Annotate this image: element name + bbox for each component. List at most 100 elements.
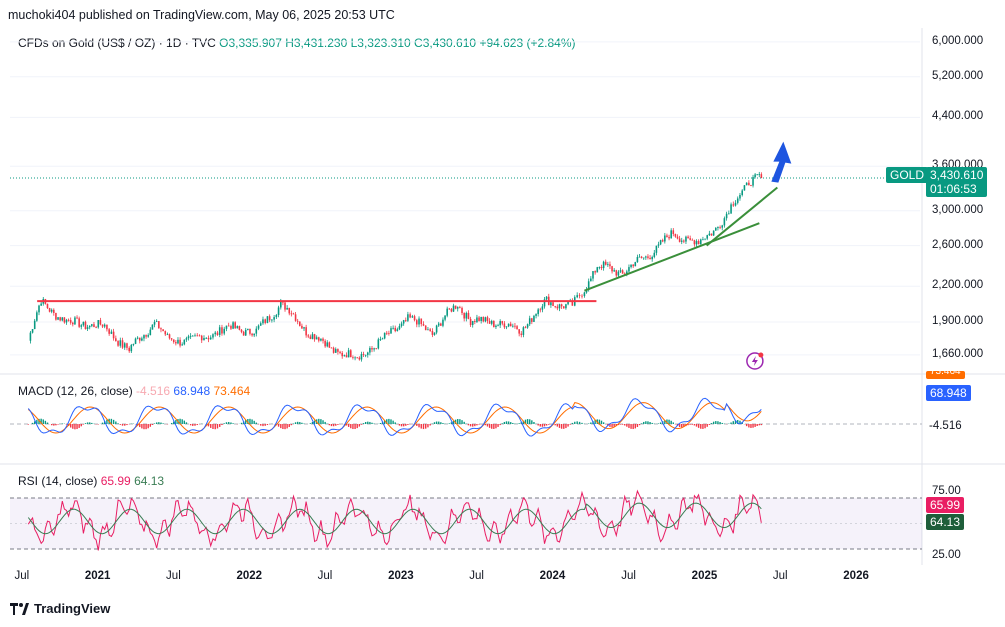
price-candle-body xyxy=(490,320,493,324)
price-candle-body xyxy=(328,342,331,348)
macd-histogram-bar xyxy=(478,424,480,425)
price-candle-body xyxy=(721,225,724,228)
macd-histogram-bar xyxy=(668,419,670,424)
macd-signal-value: 73.464 xyxy=(213,384,251,398)
macd-histogram-bar xyxy=(78,424,80,428)
macd-histogram-bar xyxy=(330,424,333,427)
macd-histogram-bar xyxy=(264,424,266,426)
price-candle-body xyxy=(255,328,258,334)
price-candle-body xyxy=(74,317,76,325)
price-candle-body xyxy=(440,323,442,326)
price-candle-body xyxy=(578,295,581,296)
price-candle-body xyxy=(221,327,223,334)
macd-histogram-bar xyxy=(578,421,581,424)
price-candle-body xyxy=(88,325,91,328)
price-candle-body xyxy=(147,335,150,337)
price-candle-body xyxy=(247,328,249,330)
price-candle-body xyxy=(732,204,735,206)
price-candle-body xyxy=(143,335,145,339)
macd-histogram-bar xyxy=(262,424,264,427)
macd-histogram-bar xyxy=(647,421,649,424)
countdown-value: 01:06:53 xyxy=(930,182,977,196)
price-candle-body xyxy=(53,309,55,313)
price-candle-body xyxy=(311,334,314,339)
price-candle-body xyxy=(672,230,675,235)
price-candle-body xyxy=(227,325,230,327)
price-candle-body xyxy=(249,328,251,334)
price-candle-body xyxy=(181,344,183,346)
macd-histogram-bar xyxy=(598,419,601,424)
price-candle-body xyxy=(352,357,354,358)
macd-histogram-bar xyxy=(407,424,409,425)
price-candle-body xyxy=(65,319,68,323)
macd-histogram-bar xyxy=(65,424,68,425)
price-candle-body xyxy=(739,195,741,199)
macd-histogram-bar xyxy=(537,424,539,426)
price-candle-body xyxy=(461,307,463,314)
macd-histogram-bar xyxy=(548,424,550,425)
price-candle-body xyxy=(189,335,192,337)
price-candle-body xyxy=(507,323,510,327)
price-candle-body xyxy=(330,347,333,349)
footer[interactable]: TradingView xyxy=(10,601,110,616)
price-candle-body xyxy=(191,335,194,337)
publisher-line: muchoki404 published on TradingView.com,… xyxy=(8,8,395,22)
price-candle-body xyxy=(284,302,286,310)
macd-histogram-bar xyxy=(311,421,314,424)
price-candle-body xyxy=(760,174,763,179)
price-candle-body xyxy=(301,325,303,329)
price-candle-body xyxy=(179,339,181,346)
macd-histogram-bar xyxy=(181,419,183,424)
price-candle-body xyxy=(512,325,514,327)
macd-legend[interactable]: MACD (12, 26, close) -4.516 68.948 73.46… xyxy=(18,384,250,398)
price-candle-body xyxy=(754,174,756,178)
macd-histogram-bar xyxy=(31,422,34,424)
price-candle-body xyxy=(604,261,607,265)
macd-histogram-bar xyxy=(569,424,571,425)
macd-histogram-bar xyxy=(153,423,156,424)
macd-histogram-bar xyxy=(522,420,525,424)
macd-histogram-bar xyxy=(72,424,74,429)
price-candle-body xyxy=(349,350,352,358)
time-tick-label: Jul xyxy=(469,570,484,582)
macd-histogram-bar xyxy=(630,424,632,429)
macd-histogram-bar xyxy=(247,419,249,424)
price-candle-body xyxy=(172,339,175,343)
macd-histogram-bar xyxy=(457,419,459,424)
price-candle-body xyxy=(59,317,61,321)
rsi-legend[interactable]: RSI (14, close) 65.99 64.13 xyxy=(18,474,164,488)
macd-histogram-bar xyxy=(294,422,297,424)
price-candle-body xyxy=(649,257,651,260)
macd-histogram-bar xyxy=(301,422,303,424)
price-candle-body xyxy=(626,271,628,274)
price-candle-body xyxy=(748,182,750,186)
macd-histogram-bar xyxy=(369,421,371,424)
symbol-title[interactable]: CFDs on Gold (US$ / OZ) · 1D · TVC xyxy=(18,36,216,50)
price-candle-body xyxy=(674,234,677,237)
macd-histogram-bar xyxy=(121,424,124,426)
macd-histogram-bar xyxy=(739,420,741,424)
price-candle-body xyxy=(565,304,567,309)
price-candle-body xyxy=(264,319,267,323)
price-candle-body xyxy=(117,341,119,346)
macd-histogram-bar xyxy=(324,421,326,424)
macd-histogram-bar xyxy=(497,424,499,427)
macd-histogram-bar xyxy=(645,421,647,424)
price-candle-body xyxy=(345,355,348,358)
price-candle-body xyxy=(653,252,656,257)
price-candle-body xyxy=(322,338,324,341)
price-candle-body xyxy=(177,339,179,344)
price-candle-body xyxy=(552,302,554,306)
price-candle-body xyxy=(478,317,480,321)
price-candle-body xyxy=(609,264,611,267)
macd-histogram-bar xyxy=(282,424,284,430)
rsi-axis-tag: 65.99 xyxy=(926,497,965,513)
price-candle-body xyxy=(286,307,288,310)
price-candle-body xyxy=(613,270,615,272)
macd-histogram-bar xyxy=(422,424,425,430)
price-candle-body xyxy=(108,329,110,334)
price-candle-body xyxy=(183,339,186,345)
macd-histogram-bar xyxy=(651,422,653,424)
price-candle-body xyxy=(119,340,122,346)
